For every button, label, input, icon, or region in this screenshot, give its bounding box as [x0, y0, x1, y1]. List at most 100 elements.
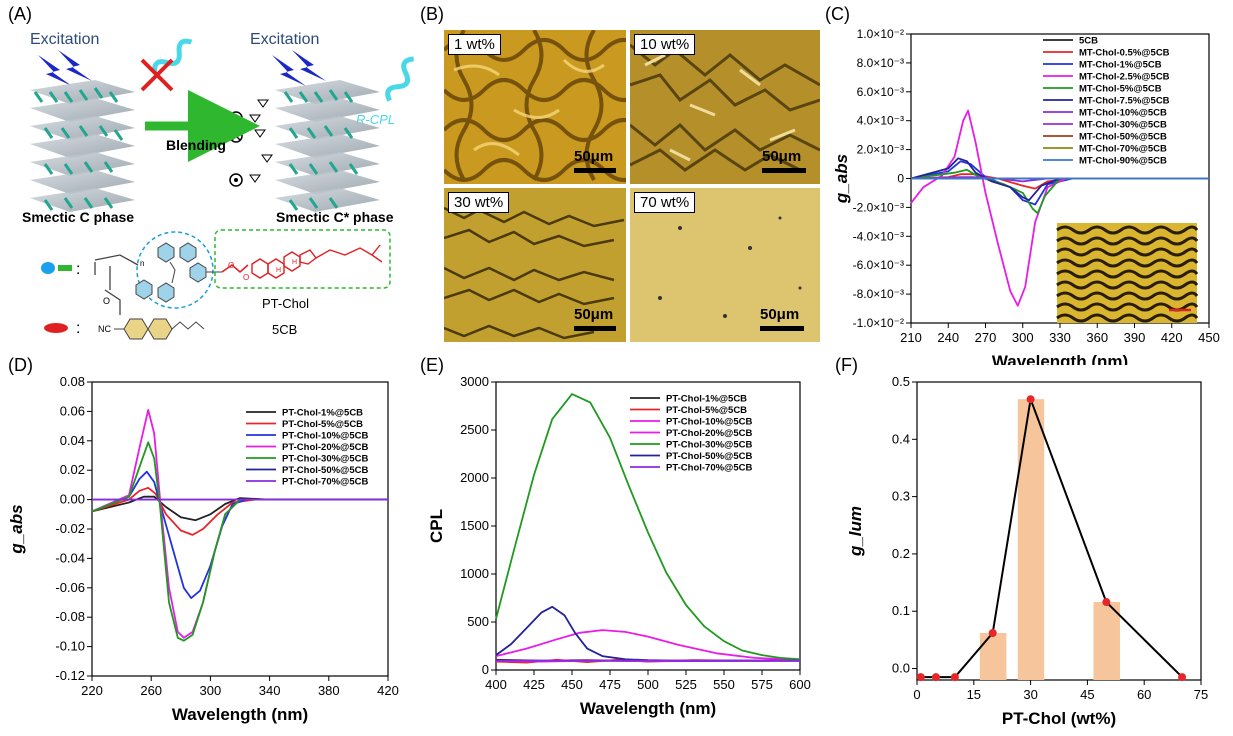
series-line [495, 629, 801, 661]
micrograph-10wt-texture [630, 30, 820, 184]
panel-label-b: (B) [420, 4, 444, 24]
smectic-c-stack [30, 80, 135, 212]
micrograph-30wt: 30 wt% 50μm [444, 188, 626, 342]
x-tick-label: 210 [900, 330, 922, 345]
legend-label: PT-Chol-5%@5CB [282, 419, 363, 430]
x-axis-title: PT-Chol (wt%) [1002, 709, 1116, 728]
y-tick-label: 0.02 [60, 462, 85, 477]
x-tick-label: 240 [937, 330, 959, 345]
series-line [91, 441, 388, 642]
x-tick-label: 500 [637, 677, 659, 692]
x-tick-label: 300 [200, 683, 222, 698]
panel-label-a: (A) [8, 4, 32, 24]
series-line [91, 470, 388, 600]
y-tick-label: 0.00 [60, 492, 85, 507]
series-line [91, 495, 388, 522]
scale-label-30wt: 50μm [574, 306, 614, 323]
trend-line [920, 395, 1183, 679]
legend-label: PT-Chol-30%@5CB [666, 440, 752, 451]
legend-label: PT-Chol-30%@5CB [282, 454, 368, 465]
y-tick-label: 1000 [460, 566, 489, 581]
y-tick-label: 2.0×10⁻³ [857, 143, 904, 157]
legend-label: PT-Chol-20%@5CB [666, 428, 752, 439]
x-tick-label: 330 [1049, 330, 1071, 345]
legend-label: MT-Chol-2.5%@5CB [1079, 72, 1170, 83]
x-tick-label: 360 [1086, 330, 1108, 345]
chart-c: 210 240 270 300 330 360 390 420 450 1.0×10⁻² 8.0×1… [832, 27, 1220, 365]
y-tick-label: -6.0×10⁻³ [853, 258, 904, 272]
micrograph-1wt: 1 wt% 50μm [444, 30, 626, 184]
rcpl-label: R-CPL [356, 112, 395, 127]
svg-text:O: O [103, 296, 110, 306]
y-tick-label: 2000 [460, 470, 489, 485]
y-tick-label: -0.12 [55, 668, 85, 683]
x-tick-label: 600 [789, 677, 811, 692]
x-axis-title: Wavelength (nm) [992, 352, 1128, 365]
lc-name-label: 5CB [272, 322, 297, 337]
scale-label-70wt: 50μm [760, 306, 800, 323]
legend-label: PT-Chol-50%@5CB [282, 465, 368, 476]
legend-label: PT-Chol-70%@5CB [282, 477, 368, 488]
micrograph-grid: 1 wt% 50μm 10 wt% 50μm 30 wt% 50μm 70 wt… [444, 30, 820, 342]
x-tick-label: 60 [1137, 687, 1151, 702]
scale-label-10wt: 50μm [762, 148, 802, 165]
legend-label: MT-Chol-70%@5CB [1079, 144, 1167, 155]
y-tick-label: -0.04 [55, 550, 85, 565]
inset-micrograph [1056, 223, 1199, 323]
blending-label: Blending [166, 137, 226, 153]
legend-label: MT-Chol-7.5%@5CB [1079, 96, 1170, 107]
x-tick-label: 525 [675, 677, 697, 692]
y-tick-label: -0.08 [55, 609, 85, 624]
scale-bar-10wt [762, 168, 806, 173]
x-tick-label: 425 [523, 677, 545, 692]
x-tick-label: 45 [1080, 687, 1094, 702]
svg-text:O: O [243, 273, 249, 282]
legend-label: MT-Chol-90%@5CB [1079, 156, 1167, 167]
legend-label: PT-Chol-50%@5CB [666, 451, 752, 462]
y-tick-label: 0 [482, 662, 489, 677]
x-tick-label: 390 [1124, 330, 1146, 345]
x-tick-label: 0 [913, 687, 920, 702]
plot-frame [916, 381, 1202, 681]
bar [979, 633, 1007, 680]
smectic-c-label: Smectic C phase [22, 209, 134, 225]
x-tick-label: 575 [751, 677, 773, 692]
x-tick-label: 270 [975, 330, 997, 345]
data-point [1178, 673, 1187, 682]
y-axis-title: g_abs [7, 504, 26, 554]
y-tick-label: 0.4 [892, 431, 910, 446]
legend-label: PT-Chol-10%@5CB [282, 431, 368, 442]
panel-label-e: (E) [420, 355, 444, 375]
micrograph-70wt: 70 wt% 50μm [630, 188, 820, 342]
data-point [950, 673, 959, 682]
legend-label: PT-Chol-5%@5CB [666, 405, 747, 416]
micrograph-70wt-texture [630, 188, 820, 342]
legend-label: MT-Chol-5%@5CB [1079, 84, 1162, 95]
y-axis-title: g_lum [846, 506, 865, 557]
y-tick-label: 500 [467, 614, 489, 629]
y-tick-label: 0.1 [892, 603, 910, 618]
blocked-wave-icon [140, 38, 193, 92]
y-tick-label: 0 [897, 172, 904, 186]
x-tick-label: 420 [1161, 330, 1183, 345]
scale-bar-1wt [574, 168, 616, 173]
x-axis-title: Wavelength (nm) [172, 705, 308, 724]
y-tick-label: 0.2 [892, 546, 910, 561]
svg-text:O: O [228, 261, 234, 270]
svg-text:NC: NC [98, 324, 111, 334]
inset-stripes [1056, 225, 1199, 323]
bar [1093, 602, 1120, 680]
x-tick-label: 340 [259, 683, 281, 698]
data-point [916, 673, 925, 682]
y-tick-label: 8.0×10⁻³ [857, 56, 904, 70]
x-axis-title: Wavelength (nm) [580, 699, 716, 718]
y-tick-label: -2.0×10⁻³ [853, 200, 904, 214]
x-tick-label: 450 [1198, 330, 1220, 345]
y-tick-label: 2500 [460, 422, 489, 437]
scale-bar-30wt [574, 326, 616, 331]
x-tick-label: 550 [713, 677, 735, 692]
legend-label: PT-Chol-70%@5CB [666, 463, 752, 474]
y-tick-label: 0.5 [892, 374, 910, 389]
polymer-name-label: PT-Chol [262, 296, 309, 311]
y-tick-label: 0.08 [60, 374, 85, 389]
